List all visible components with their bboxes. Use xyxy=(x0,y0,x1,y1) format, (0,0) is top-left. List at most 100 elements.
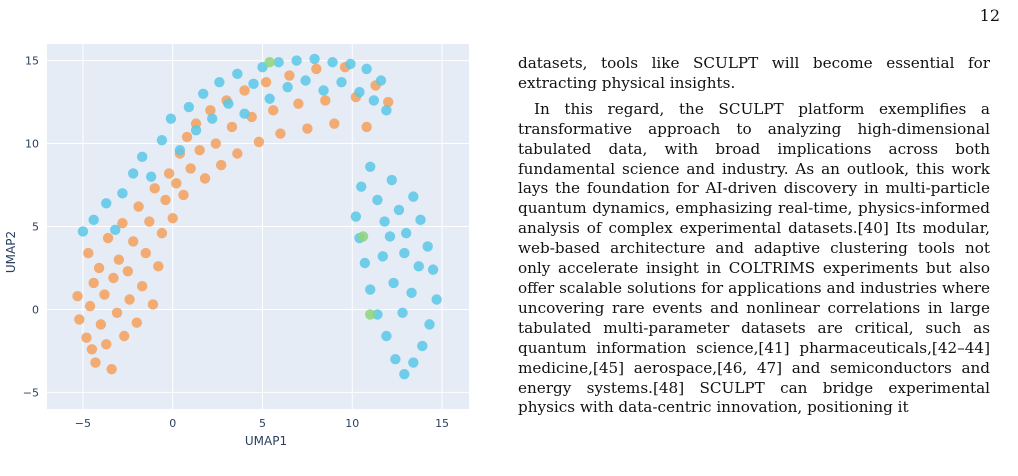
page-number: 12 xyxy=(979,6,1000,25)
data-point xyxy=(375,75,387,86)
data-point xyxy=(113,254,125,265)
data-point xyxy=(181,131,193,143)
data-point xyxy=(95,319,107,330)
data-point xyxy=(136,281,148,292)
data-point xyxy=(194,144,205,156)
data-point xyxy=(88,214,99,226)
data-point xyxy=(101,198,112,209)
data-point xyxy=(232,68,243,80)
data-point xyxy=(354,86,365,98)
data-point xyxy=(379,216,390,227)
x-tick-label: −5 xyxy=(75,417,91,430)
data-point xyxy=(147,299,159,310)
x-tick-label: 10 xyxy=(345,417,359,430)
paragraph: In this regard, the SCULPT platform exem… xyxy=(518,99,990,417)
data-point xyxy=(264,93,275,104)
data-point xyxy=(117,188,128,199)
data-point xyxy=(345,58,356,70)
data-point xyxy=(205,105,216,116)
data-point xyxy=(106,363,117,375)
x-axis-ticks: −5 0 5 10 15 xyxy=(75,417,449,430)
data-point xyxy=(160,194,171,206)
data-point xyxy=(291,55,302,66)
data-point xyxy=(300,75,311,86)
data-point xyxy=(431,294,442,305)
data-point xyxy=(226,121,238,133)
data-point xyxy=(329,118,340,129)
data-point xyxy=(253,136,265,148)
data-point xyxy=(302,123,313,134)
data-point xyxy=(133,201,144,212)
data-point xyxy=(415,214,426,226)
data-point xyxy=(382,96,394,108)
x-tick-label: 15 xyxy=(435,417,449,430)
y-tick-label: 15 xyxy=(25,55,39,68)
data-point xyxy=(293,98,304,109)
data-point xyxy=(223,98,234,109)
data-point xyxy=(124,294,135,305)
data-point xyxy=(384,231,396,242)
data-point xyxy=(361,63,372,75)
data-point xyxy=(320,95,331,106)
data-point xyxy=(127,168,139,179)
x-tick-label: 0 xyxy=(169,417,176,430)
data-point xyxy=(239,108,250,119)
data-point xyxy=(174,144,186,156)
data-point xyxy=(149,183,160,194)
data-point xyxy=(90,357,101,368)
data-point xyxy=(72,290,83,302)
data-point xyxy=(102,232,114,244)
data-point xyxy=(365,284,376,295)
data-point xyxy=(309,53,320,65)
data-point xyxy=(122,266,134,277)
data-point xyxy=(136,151,148,163)
data-point xyxy=(183,101,195,113)
data-point xyxy=(372,194,383,206)
paragraph: datasets, tools like SCULPT will become … xyxy=(518,54,990,92)
x-tick-label: 5 xyxy=(259,417,266,430)
data-point xyxy=(406,287,417,299)
data-point xyxy=(311,63,322,75)
data-point xyxy=(93,262,105,274)
data-point xyxy=(88,277,99,289)
data-point xyxy=(350,211,362,222)
data-point xyxy=(327,57,338,68)
data-point xyxy=(83,247,94,259)
data-point xyxy=(359,257,371,269)
data-point xyxy=(178,189,189,201)
data-point xyxy=(84,300,96,312)
data-point xyxy=(365,161,376,172)
data-point xyxy=(207,113,218,124)
data-point xyxy=(101,339,112,350)
data-point xyxy=(117,217,128,229)
data-point xyxy=(215,159,227,171)
data-point xyxy=(386,174,397,186)
data-point xyxy=(185,163,196,174)
data-point xyxy=(163,168,175,179)
data-point xyxy=(399,247,410,259)
data-point xyxy=(119,330,130,342)
data-point xyxy=(284,70,295,81)
data-point xyxy=(424,319,435,330)
data-point xyxy=(74,314,85,325)
data-point xyxy=(268,105,279,116)
x-axis-label: UMAP1 xyxy=(245,434,287,448)
data-point xyxy=(110,224,121,236)
data-point xyxy=(365,309,376,320)
y-axis-ticks: −5 0 5 10 15 xyxy=(23,55,39,400)
data-point xyxy=(356,181,367,192)
data-point xyxy=(282,81,293,93)
data-point xyxy=(145,171,157,182)
data-point xyxy=(390,354,401,365)
y-tick-label: 5 xyxy=(32,221,39,234)
data-point xyxy=(144,216,155,227)
data-point xyxy=(275,128,286,139)
data-point xyxy=(408,191,419,202)
data-point xyxy=(111,307,123,318)
data-point xyxy=(248,78,259,90)
data-point xyxy=(165,113,177,124)
body-text: datasets, tools like SCULPT will become … xyxy=(518,54,990,418)
data-point xyxy=(408,357,419,368)
data-point xyxy=(99,289,110,300)
data-point xyxy=(388,277,399,289)
